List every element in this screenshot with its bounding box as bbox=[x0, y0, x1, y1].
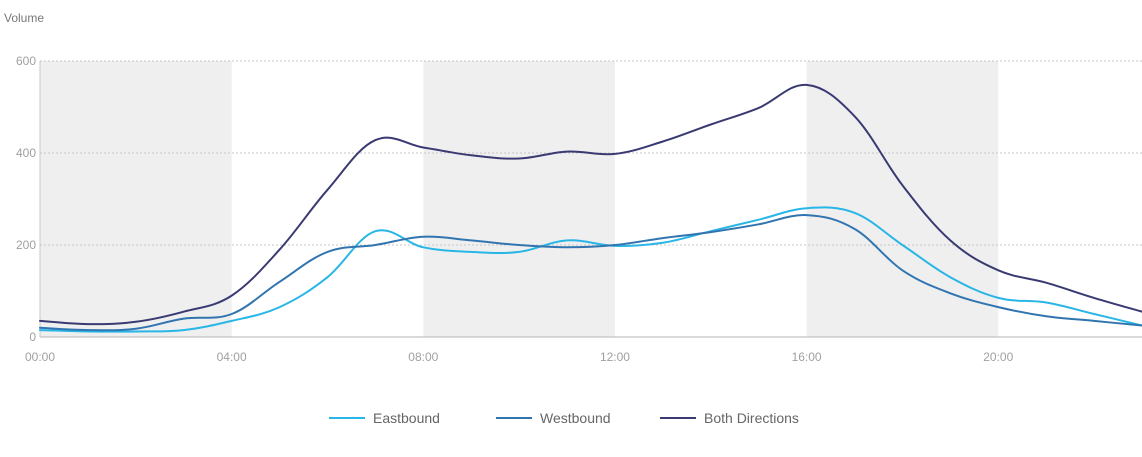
x-tick-label-0400: 04:00 bbox=[217, 350, 247, 364]
x-tick-label-2000: 20:00 bbox=[983, 350, 1013, 364]
y-tick-label-600: 600 bbox=[16, 54, 36, 68]
legend: Eastbound Westbound Both Directions bbox=[329, 410, 799, 426]
shaded-band-2 bbox=[806, 61, 999, 337]
series-line-eastbound bbox=[39, 206, 1142, 333]
y-tick-label-0: 0 bbox=[29, 330, 36, 344]
legend-label-both-directions: Both Directions bbox=[704, 410, 799, 426]
x-tick-label-1200: 12:00 bbox=[600, 350, 630, 364]
legend-label-eastbound: Eastbound bbox=[373, 410, 440, 426]
shaded-band-1 bbox=[423, 61, 615, 337]
x-tick-labels: 00:00 04:00 08:00 12:00 16:00 20:00 bbox=[25, 350, 1014, 364]
x-tick-label-0000: 00:00 bbox=[25, 350, 55, 364]
axes bbox=[39, 61, 1142, 338]
legend-label-westbound: Westbound bbox=[540, 410, 611, 426]
series-line-both-directions bbox=[39, 83, 1142, 326]
series-line-westbound bbox=[39, 214, 1142, 332]
x-tick-label-0800: 08:00 bbox=[408, 350, 438, 364]
series-lines bbox=[39, 83, 1142, 333]
y-tick-label-200: 200 bbox=[16, 238, 36, 252]
y-tick-label-400: 400 bbox=[16, 146, 36, 160]
x-tick-label-1600: 16:00 bbox=[792, 350, 822, 364]
shaded-time-bands bbox=[40, 61, 999, 337]
y-axis-label: Volume bbox=[4, 11, 44, 25]
shaded-band-0 bbox=[40, 61, 232, 337]
y-tick-labels: 0 200 400 600 bbox=[16, 54, 36, 344]
